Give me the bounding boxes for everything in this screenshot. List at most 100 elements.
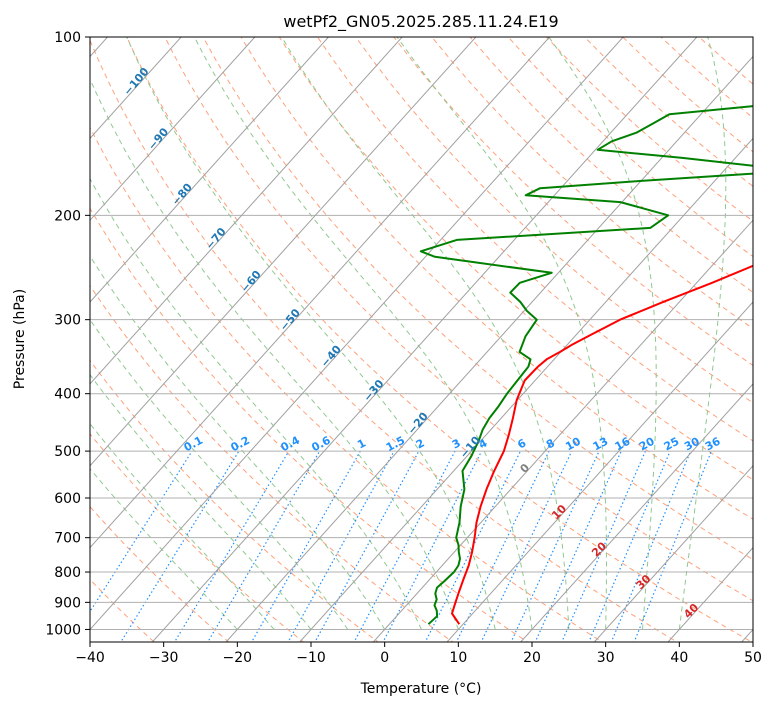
mixing-ratio-line — [633, 450, 712, 642]
dry-adiabat — [90, 505, 230, 642]
isotherm-line — [90, 37, 624, 631]
mixing-ratio-line — [510, 450, 600, 642]
y-tick-label: 200 — [54, 208, 81, 224]
moist-adiabat — [126, 37, 496, 630]
mixing-ratio-line — [287, 450, 395, 642]
moist-adiabat — [90, 255, 386, 630]
mixing-ratio-label: 10 — [563, 435, 583, 454]
isotherm-line — [90, 37, 551, 549]
isotherm-line — [372, 219, 753, 642]
x-tick-label: 0 — [380, 650, 389, 666]
dry-adiabat — [164, 37, 753, 602]
isotherm-line — [90, 37, 182, 140]
mixing-ratio-label: 1 — [355, 436, 368, 451]
isotherm-line — [90, 37, 330, 303]
mixing-ratio-line — [120, 450, 240, 642]
dry-adiabat — [240, 37, 753, 520]
moist-adiabat — [281, 37, 570, 630]
mixing-ratio-line — [314, 450, 420, 642]
dry-adiabat — [90, 284, 454, 642]
y-tick-label: 600 — [54, 491, 81, 507]
moist-adiabat — [678, 37, 727, 630]
y-axis-title: Pressure (hPa) — [12, 289, 28, 389]
x-axis-title: Temperature (°C) — [360, 681, 482, 697]
mixing-ratio-line — [561, 450, 647, 642]
dry-adiabat — [202, 37, 753, 561]
mixing-ratio-label: 8 — [544, 436, 557, 451]
y-tick-label: 500 — [54, 444, 81, 460]
isotherm-line — [299, 137, 753, 642]
dry-adiabat — [354, 37, 753, 404]
moist-adiabat — [193, 37, 533, 630]
dry-adiabat — [431, 37, 753, 330]
mixing-ratio-label: 13 — [591, 435, 611, 454]
moist-adiabat — [90, 177, 422, 630]
dry-adiabat — [316, 37, 753, 442]
x-tick-label: 40 — [670, 650, 688, 666]
x-tick-label: −40 — [75, 650, 105, 666]
isotherm-label-warm: 10 — [549, 502, 569, 522]
isotherm-line — [520, 383, 753, 642]
dry-adiabat — [90, 433, 305, 642]
isotherm-label-warm: 30 — [634, 572, 654, 592]
x-tick-label: 10 — [449, 650, 467, 666]
moist-adiabat — [90, 373, 312, 630]
isotherm-line — [225, 55, 753, 642]
x-tick-label: 30 — [597, 650, 615, 666]
isotherm-label-warm: 40 — [681, 601, 701, 621]
y-tick-label: 700 — [54, 531, 81, 547]
x-tick-label: 50 — [744, 650, 762, 666]
chart-title: wetPf2_GN05.2025.285.11.24.E19 — [283, 12, 558, 32]
mixing-ratio-label: 30 — [682, 435, 702, 454]
dry-adiabat — [90, 207, 529, 642]
isotherm-line — [446, 301, 753, 642]
mixing-ratio-line — [207, 450, 321, 642]
temperature-profile — [451, 264, 753, 625]
mixing-ratio-label: 25 — [662, 435, 682, 454]
isotherm-label: −60 — [238, 268, 264, 295]
y-tick-label: 100 — [54, 30, 81, 46]
mixing-ratio-line — [455, 450, 550, 642]
mixing-ratio-label: 6 — [515, 436, 528, 451]
isotherm-label: −20 — [405, 410, 431, 437]
dry-adiabat — [660, 37, 753, 119]
mixing-ratio-line — [173, 450, 290, 642]
mixing-ratio-line — [588, 450, 671, 642]
dry-adiabat — [698, 37, 753, 85]
mixing-ratio-line — [90, 450, 193, 613]
dry-adiabat — [90, 39, 678, 642]
dry-adiabat — [126, 37, 753, 642]
moist-adiabat — [548, 37, 657, 630]
x-tick-label: −30 — [149, 650, 179, 666]
isotherm-label: −70 — [203, 225, 229, 252]
mixing-ratio-label: 16 — [613, 435, 633, 454]
isotherm-label: −100 — [121, 65, 152, 98]
mixing-ratio-line — [534, 450, 622, 642]
y-tick-label: 800 — [54, 565, 81, 581]
moist-adiabat — [396, 37, 607, 630]
dewpoint-profile — [419, 105, 753, 625]
isotherm-label: −90 — [145, 125, 171, 152]
isotherm-label: −80 — [169, 181, 195, 208]
mixing-ratio-label: 36 — [703, 435, 723, 454]
mixing-ratio-label: 2 — [414, 436, 427, 451]
mixing-ratio-line — [250, 450, 361, 642]
dry-adiabat — [90, 359, 379, 642]
plot-frame — [89, 36, 754, 643]
mixing-ratio-label: 20 — [637, 435, 657, 454]
isotherm-label: −40 — [318, 343, 344, 370]
mixing-ratio-line — [610, 450, 692, 642]
isotherm-line — [90, 37, 477, 467]
isotherm-label: −30 — [361, 377, 387, 404]
mixing-ratio-line — [424, 450, 522, 642]
isotherm-line — [90, 37, 403, 385]
mixing-ratio-line — [353, 450, 456, 642]
isotherm-line — [151, 37, 698, 642]
isotherm-line — [0, 10, 58, 654]
dry-adiabat — [90, 126, 604, 642]
moist-adiabat — [90, 467, 238, 630]
isotherm-line — [90, 37, 256, 221]
mixing-ratio-line — [480, 450, 573, 642]
isotherm-line — [593, 464, 753, 642]
